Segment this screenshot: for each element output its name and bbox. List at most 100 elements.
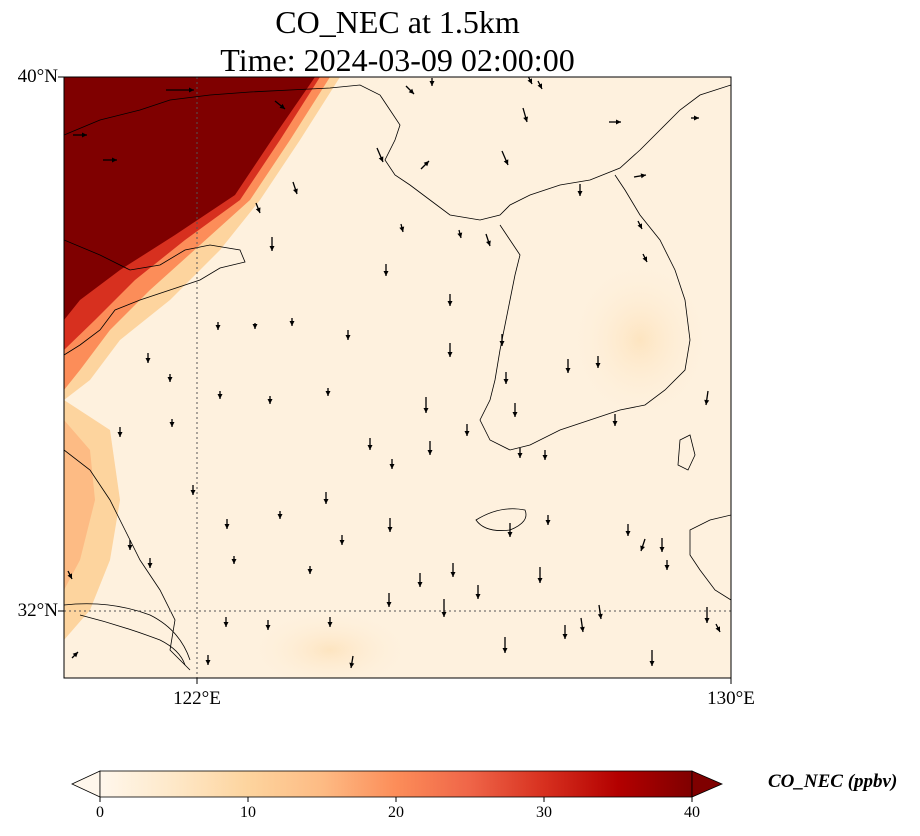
wind-vector-head (323, 499, 329, 504)
wind-vector-head (147, 563, 153, 568)
wind-vector-head (447, 352, 453, 357)
wind-vector-head (423, 161, 429, 167)
wind-vector-head (386, 602, 392, 607)
lat-label-40: 40°N (17, 66, 58, 87)
wind-vector-head (277, 514, 283, 519)
concentration-band-max (64, 77, 315, 320)
coastlines (64, 84, 731, 671)
colorbar-tick-label-0: 0 (96, 804, 104, 821)
wind-vector-head (389, 464, 395, 469)
wind-vector-head (427, 450, 433, 455)
wind-vector-head (704, 618, 710, 623)
tsushima-island (677, 434, 696, 471)
wind-vector-head (265, 625, 271, 630)
kyushu-coast (689, 514, 731, 601)
wind-vector-head (189, 87, 194, 93)
wind-vector-head (637, 223, 642, 229)
wind-vector-head (252, 324, 258, 329)
wind-vector-head (464, 431, 470, 436)
wind-vector-head (224, 524, 230, 529)
wind-vector-head (523, 116, 529, 122)
korea-peninsula (479, 174, 691, 451)
wind-vector-head (562, 634, 568, 639)
china-coast-south (64, 449, 191, 671)
wind-vector-head (267, 399, 273, 404)
wind-vector-head (255, 207, 261, 213)
wind-vector-head (640, 545, 645, 551)
wind-vector-head (517, 453, 523, 458)
wind-vector-head (145, 358, 151, 363)
wind-vector-head (704, 399, 710, 405)
wind-vector-head (659, 547, 665, 552)
wind-vector-head (579, 626, 585, 632)
wind-vector-head (664, 565, 670, 570)
wind-vector-head (378, 156, 384, 162)
wind-vector-head (387, 527, 393, 532)
wind-vector-head (595, 363, 601, 368)
wind-vector-head (616, 119, 621, 125)
wind-vector-head (345, 335, 351, 340)
wind-vector-head (82, 132, 87, 138)
wind-vector-head (289, 321, 295, 326)
wind-vector-head (486, 240, 491, 246)
concentration-plume-left-core (64, 420, 95, 590)
plot-title-line-2: Time: 2024-03-09 02:00:00 (220, 42, 575, 78)
wind-vector-head (640, 173, 646, 179)
wind-vector-head (503, 159, 509, 165)
lat-label-32: 32°N (17, 600, 58, 621)
plot-title-line-1: CO_NEC at 1.5km (275, 4, 520, 40)
colorbar-tick-label-40: 40 (684, 804, 700, 821)
wind-vector-head (279, 103, 285, 109)
wind-vector-head (127, 545, 133, 550)
map-frame (63, 76, 732, 679)
wind-vector-head (503, 379, 509, 384)
colorbar-gradient (99, 770, 693, 798)
wind-vector-head (649, 661, 655, 666)
wind-vector-head (367, 445, 373, 450)
wind-vector-head (417, 582, 423, 587)
lon-label-122: 122°E (173, 688, 221, 709)
concentration-patch-korea (570, 260, 710, 420)
shandong-coast (64, 239, 246, 356)
wind-vector-head (383, 271, 389, 276)
colorbar-label: CO_NEC (ppbv) (768, 771, 898, 792)
wind-vector-head (612, 421, 618, 426)
wind-vector-head (542, 455, 548, 460)
wind-vector-head (537, 578, 543, 583)
wind-vector-head (694, 115, 699, 121)
wind-vector-head (565, 368, 571, 373)
wind-vector-head (112, 157, 117, 163)
concentration-patch-south (250, 610, 410, 678)
wind-vector-head (217, 394, 223, 399)
wind-vector-head (167, 377, 173, 382)
wind-vector-head (205, 660, 211, 665)
wind-vector-head (408, 88, 414, 94)
wind-vector-head (327, 622, 333, 627)
wind-vector-head (577, 191, 583, 196)
wind-vector-head (117, 432, 123, 437)
bohai-liaoning-coast (64, 84, 731, 221)
wind-vector-head (429, 81, 435, 86)
colorbar-tick-label-30: 30 (536, 804, 552, 821)
wind-vector-head (293, 188, 298, 194)
wind-vector-head (190, 490, 196, 495)
wind-vector-head (447, 301, 453, 306)
wind-vector-head (269, 246, 275, 251)
yangtze-estuary (64, 603, 191, 661)
wind-vector-head (537, 83, 542, 89)
wind-vector-head (423, 408, 429, 413)
wind-vector-head (475, 594, 481, 599)
wind-vector-head (441, 612, 447, 617)
wind-vector-head (597, 613, 603, 619)
wind-vector-head (457, 232, 463, 238)
wind-vector-head (502, 648, 508, 653)
wind-vector-head (642, 256, 647, 262)
wind-vector-head (67, 573, 72, 579)
jeju-island (475, 508, 527, 531)
colorbar-tick-label-10: 10 (240, 804, 256, 821)
wind-vector-head (625, 531, 631, 536)
wind-vector-head (72, 652, 78, 658)
wind-vectors (67, 77, 721, 669)
wind-vector-head (307, 569, 313, 574)
wind-vector-head (512, 412, 518, 417)
